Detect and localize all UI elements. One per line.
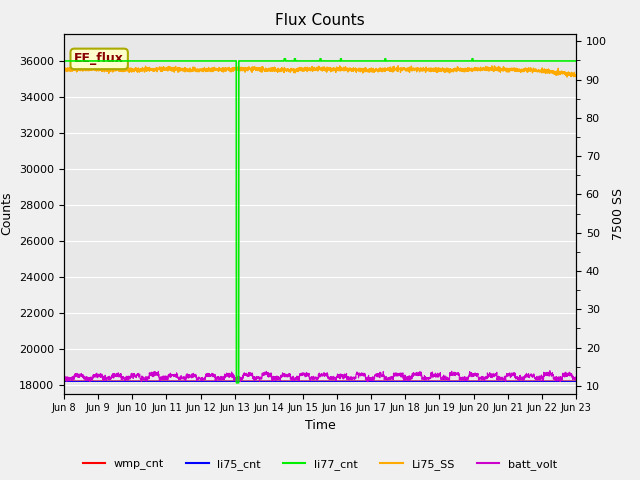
Y-axis label: Counts: Counts bbox=[1, 192, 13, 235]
X-axis label: Time: Time bbox=[305, 419, 335, 432]
Text: EE_flux: EE_flux bbox=[74, 52, 124, 65]
Y-axis label: 7500 SS: 7500 SS bbox=[612, 188, 625, 240]
Title: Flux Counts: Flux Counts bbox=[275, 13, 365, 28]
Legend: wmp_cnt, li75_cnt, li77_cnt, Li75_SS, batt_volt: wmp_cnt, li75_cnt, li77_cnt, Li75_SS, ba… bbox=[78, 455, 562, 474]
